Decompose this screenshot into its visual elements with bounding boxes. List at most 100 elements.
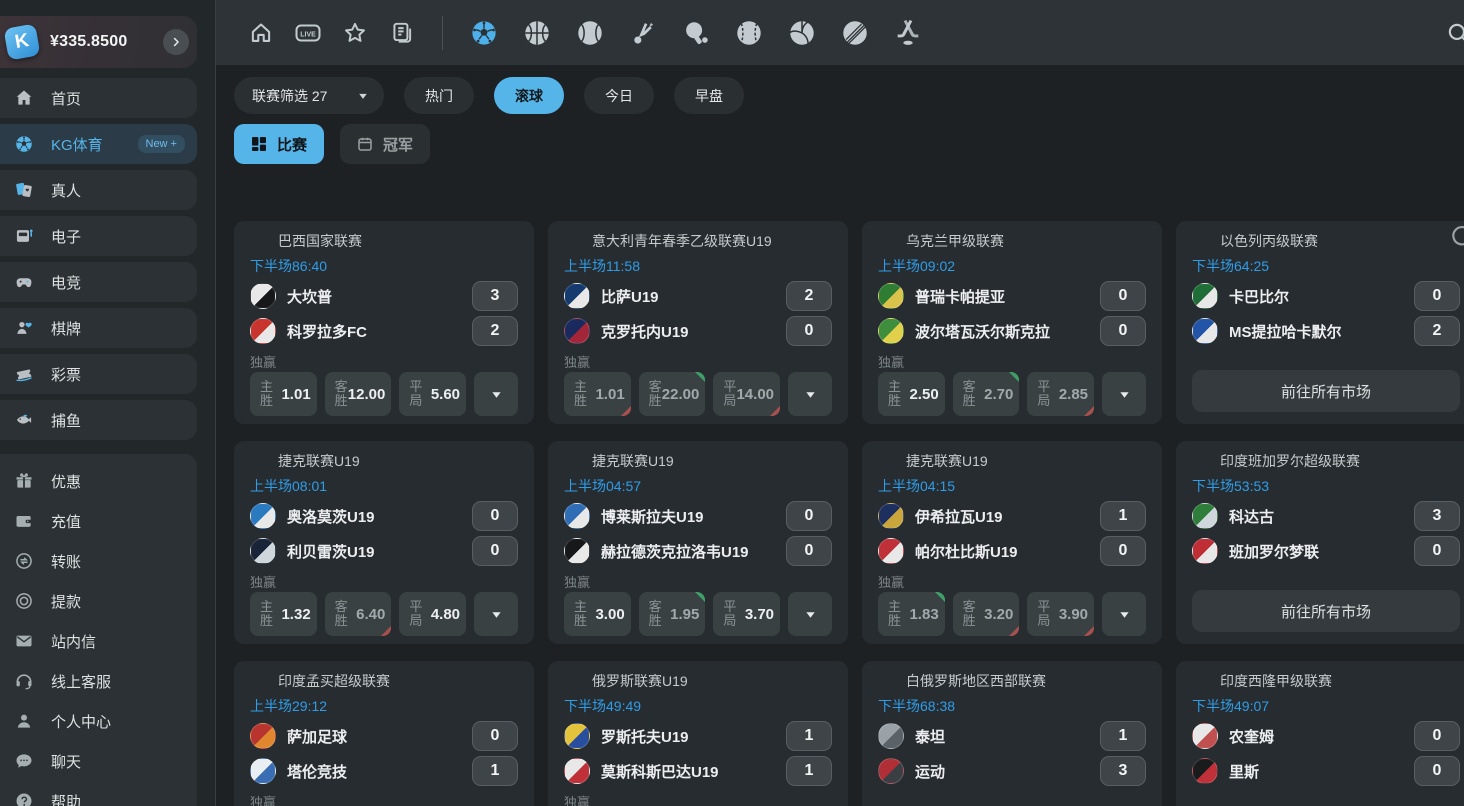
expand-odds-button[interactable]: [788, 592, 833, 636]
sport-tab-basketball[interactable]: [522, 18, 552, 48]
filter-pill-热门[interactable]: 热门: [404, 77, 474, 114]
topbar-home-button[interactable]: [248, 20, 274, 46]
sidebar-item-label: 帮助: [51, 793, 82, 806]
odds-button[interactable]: 平局 4.80: [399, 592, 467, 636]
favorite-star-icon[interactable]: [1128, 672, 1146, 690]
refresh-button[interactable]: [1449, 223, 1464, 249]
team-name: MS提拉哈卡默尔: [1229, 323, 1342, 341]
filter-pill-早盘[interactable]: 早盘: [674, 77, 744, 114]
sport-tab-volleyball[interactable]: [787, 18, 817, 48]
sport-tab-hockey[interactable]: [893, 18, 923, 48]
team-row: 罗斯托夫U19 1: [564, 721, 832, 751]
market-label: 独赢: [878, 355, 905, 370]
slot-icon: [14, 226, 34, 246]
odds-button[interactable]: 平局 3.70: [713, 592, 781, 636]
expand-odds-button[interactable]: [474, 592, 519, 636]
match-card: 印度西隆甲级联赛 下半场49:07 农奎姆 0 里斯 0: [1176, 661, 1464, 806]
favorite-star-icon[interactable]: [1128, 232, 1146, 250]
odds-button[interactable]: 客胜 22.00: [638, 372, 706, 416]
favorite-star-icon[interactable]: [500, 672, 518, 690]
odds-button[interactable]: 客胜 3.20: [952, 592, 1020, 636]
favorite-star-icon[interactable]: [500, 452, 518, 470]
sidebar-item-label: 个人中心: [51, 713, 112, 731]
topbar-favorites-button[interactable]: [342, 20, 368, 46]
sidebar-nav-secondary: 优惠 充值 转账 提款 站内信 线上客服 个人中心 聊天 帮助: [0, 454, 197, 806]
coin-icon: [14, 591, 34, 611]
topbar-betslip-button[interactable]: [389, 20, 415, 46]
odds-button[interactable]: 主胜 1.01: [250, 372, 317, 416]
odds-value: 2.85: [1058, 385, 1089, 403]
sport-tab-tennis[interactable]: [575, 18, 605, 48]
odds-label: 客胜: [334, 598, 348, 628]
favorite-star-icon[interactable]: [814, 672, 832, 690]
sport-tab-baseball[interactable]: [734, 18, 764, 48]
sport-tab-table-tennis[interactable]: [681, 18, 711, 48]
odds-button[interactable]: 主胜 2.50: [878, 372, 945, 416]
sidebar-item-support[interactable]: 线上客服: [0, 661, 197, 701]
sidebar-item-label: KG体育: [51, 136, 103, 154]
odds-button[interactable]: 平局 2.85: [1027, 372, 1095, 416]
baseball-icon: [734, 18, 764, 48]
favorite-star-icon[interactable]: [814, 452, 832, 470]
league-filter-dropdown[interactable]: 联赛筛选 27: [234, 77, 384, 114]
team-logo: [564, 283, 590, 309]
sidebar-item-lottery[interactable]: 彩票: [0, 354, 197, 394]
odds-label: 平局: [723, 598, 737, 628]
odds-button[interactable]: 平局 5.60: [399, 372, 467, 416]
sidebar-item-withdraw[interactable]: 提款: [0, 581, 197, 621]
favorite-star-icon[interactable]: [1128, 452, 1146, 470]
sport-tab-soccer[interactable]: [469, 18, 499, 48]
odds-button[interactable]: 平局 14.00: [713, 372, 781, 416]
filter-pill-滚球[interactable]: 滚球: [494, 77, 564, 114]
filter-pill-今日[interactable]: 今日: [584, 77, 654, 114]
collapse-sidebar-button[interactable]: [163, 29, 189, 55]
sidebar-item-profile[interactable]: 个人中心: [0, 701, 197, 741]
market-label: 独赢: [250, 795, 277, 806]
wallet-icon: [14, 511, 34, 531]
odds-button[interactable]: 主胜 1.01: [564, 372, 631, 416]
tab-matches[interactable]: 比赛: [234, 124, 325, 164]
all-markets-button[interactable]: 前往所有市场: [1192, 590, 1460, 632]
sidebar-item-promotions[interactable]: 优惠: [0, 461, 197, 501]
odds-button[interactable]: 客胜 2.70: [952, 372, 1020, 416]
expand-odds-button[interactable]: [1102, 592, 1147, 636]
odds-button[interactable]: 主胜 1.83: [878, 592, 945, 636]
sidebar-item-messages[interactable]: 站内信: [0, 621, 197, 661]
league-name: 印度西隆甲级联赛: [1220, 673, 1332, 689]
sport-tab-cricket[interactable]: [840, 18, 870, 48]
sidebar-item-slots[interactable]: 电子: [0, 216, 197, 256]
sidebar-item-home[interactable]: 首页: [0, 78, 197, 118]
odds-button[interactable]: 主胜 1.32: [250, 592, 317, 636]
team-score: 0: [1414, 281, 1460, 311]
league-icon: [564, 232, 582, 250]
odds-button[interactable]: 客胜 1.95: [638, 592, 706, 636]
sidebar-item-help[interactable]: 帮助: [0, 781, 197, 806]
favorite-star-icon[interactable]: [1442, 672, 1460, 690]
favorite-star-icon[interactable]: [1442, 452, 1460, 470]
team-logo: [1192, 538, 1218, 564]
topbar-live-button[interactable]: LIVE: [295, 20, 321, 46]
sidebar-item-fishing[interactable]: 捕鱼: [0, 400, 197, 440]
brand-logo[interactable]: K: [3, 23, 41, 61]
sidebar-item-esports[interactable]: 电竞: [0, 262, 197, 302]
sport-tab-badminton[interactable]: [628, 18, 658, 48]
sidebar-item-live-casino[interactable]: 真人: [0, 170, 197, 210]
favorite-star-icon[interactable]: [500, 232, 518, 250]
sidebar-item-deposit[interactable]: 充值: [0, 501, 197, 541]
sidebar-item-chat[interactable]: 聊天: [0, 741, 197, 781]
all-markets-button[interactable]: 前往所有市场: [1192, 370, 1460, 412]
sidebar-item-kg-sports[interactable]: KG体育 New +: [0, 124, 197, 164]
odds-button[interactable]: 客胜 6.40: [324, 592, 392, 636]
tab-champion[interactable]: 冠军: [340, 124, 431, 164]
favorite-star-icon[interactable]: [814, 232, 832, 250]
expand-odds-button[interactable]: [788, 372, 833, 416]
soccer-ball-icon: [14, 134, 34, 154]
expand-odds-button[interactable]: [1102, 372, 1147, 416]
odds-button[interactable]: 客胜 12.00: [324, 372, 392, 416]
odds-button[interactable]: 主胜 3.00: [564, 592, 631, 636]
odds-button[interactable]: 平局 3.90: [1027, 592, 1095, 636]
search-button[interactable]: [1445, 20, 1464, 46]
sidebar-item-board-games[interactable]: 棋牌: [0, 308, 197, 348]
expand-odds-button[interactable]: [474, 372, 519, 416]
sidebar-item-transfer[interactable]: 转账: [0, 541, 197, 581]
